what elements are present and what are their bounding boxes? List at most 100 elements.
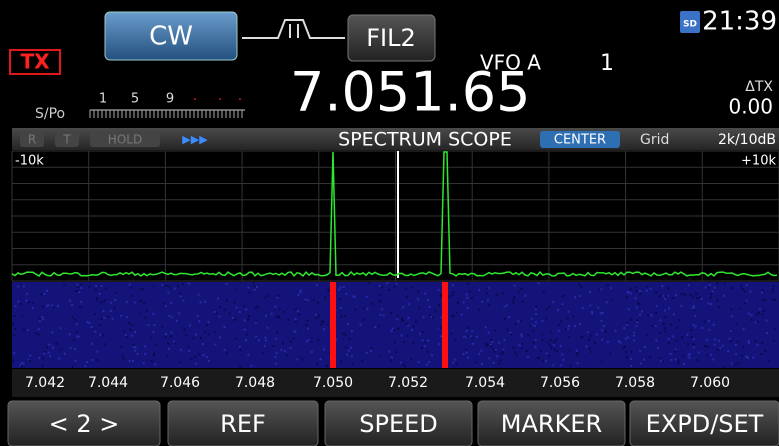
noise-dot [440, 316, 443, 319]
noise-dot [225, 352, 228, 355]
noise-dot [730, 362, 733, 365]
frequency-label: 7.044 [88, 375, 128, 391]
noise-dot [98, 324, 101, 327]
noise-dot [320, 320, 323, 323]
noise-dot [762, 299, 765, 302]
noise-dot [362, 307, 365, 310]
noise-dot [95, 298, 98, 301]
soft-key[interactable] [477, 400, 626, 446]
noise-dot [576, 353, 579, 356]
noise-dot [498, 362, 501, 365]
noise-dot [78, 291, 81, 294]
noise-dot [281, 342, 284, 345]
vfo-label: VFO A [480, 51, 541, 75]
noise-dot [304, 298, 307, 301]
noise-dot [420, 347, 423, 350]
noise-dot [548, 305, 551, 308]
noise-dot [153, 324, 156, 327]
noise-dot [512, 302, 515, 305]
noise-dot [362, 318, 365, 321]
meter-scale: 5 [131, 92, 139, 107]
noise-dot [452, 361, 455, 364]
noise-dot [96, 350, 99, 353]
noise-dot [100, 317, 103, 320]
noise-dot [239, 348, 242, 351]
noise-dot [278, 308, 281, 311]
noise-dot [369, 349, 372, 352]
noise-dot [351, 363, 354, 366]
noise-dot [730, 308, 733, 311]
noise-dot [63, 284, 66, 287]
noise-dot [500, 352, 503, 355]
noise-dot [466, 335, 469, 338]
noise-dot [167, 291, 170, 294]
clock: 21:39 [702, 7, 777, 37]
soft-key[interactable] [629, 400, 779, 446]
soft-key[interactable] [324, 400, 473, 446]
noise-dot [675, 339, 678, 342]
noise-dot [38, 317, 41, 320]
noise-dot [589, 304, 592, 307]
noise-dot [566, 317, 569, 320]
filter-button[interactable] [347, 14, 436, 62]
noise-dot [407, 317, 410, 320]
noise-dot [43, 350, 46, 353]
delta-tx-label: ΔTX [745, 79, 773, 95]
noise-dot [275, 315, 278, 318]
noise-dot [253, 288, 256, 291]
noise-dot [47, 351, 50, 354]
mode-button[interactable] [104, 11, 238, 61]
noise-dot [298, 357, 301, 360]
noise-dot [487, 343, 490, 346]
noise-dot [51, 304, 54, 307]
noise-dot [41, 305, 44, 308]
noise-dot [539, 349, 542, 352]
noise-dot [664, 316, 667, 319]
noise-dot [692, 305, 695, 308]
noise-dot [521, 300, 524, 303]
noise-dot [485, 342, 488, 345]
noise-dot [133, 349, 136, 352]
noise-dot [610, 287, 613, 290]
noise-dot [718, 347, 721, 350]
noise-dot [177, 312, 180, 315]
noise-dot [548, 344, 551, 347]
noise-dot [86, 360, 89, 363]
noise-dot [711, 290, 714, 293]
soft-key[interactable] [7, 400, 161, 446]
noise-dot [393, 286, 396, 289]
noise-dot [400, 319, 403, 322]
span-label: 2k/10dB [718, 132, 776, 148]
noise-dot [243, 328, 246, 331]
noise-dot [674, 358, 677, 361]
noise-dot [735, 322, 738, 325]
noise-dot [173, 342, 176, 345]
noise-dot [491, 341, 494, 344]
noise-dot [418, 307, 421, 310]
noise-dot [709, 353, 712, 356]
noise-dot [431, 316, 434, 319]
noise-dot [27, 300, 30, 303]
noise-dot [228, 312, 231, 315]
noise-dot [339, 306, 342, 309]
noise-dot [361, 359, 364, 362]
noise-dot [681, 336, 684, 339]
noise-dot [713, 343, 716, 346]
waterfall [12, 282, 779, 368]
noise-dot [427, 339, 430, 342]
noise-dot [754, 321, 757, 324]
noise-dot [704, 345, 707, 348]
soft-key-label: MARKER [501, 410, 602, 438]
noise-dot [636, 321, 639, 324]
soft-key[interactable] [167, 400, 319, 446]
span-right: +10k [741, 154, 776, 169]
noise-dot [499, 359, 502, 362]
noise-dot [746, 355, 749, 358]
noise-dot [74, 290, 77, 293]
noise-dot [555, 338, 558, 341]
noise-dot [524, 294, 527, 297]
noise-dot [12, 323, 15, 326]
noise-dot [95, 285, 98, 288]
noise-dot [263, 345, 266, 348]
noise-dot [280, 348, 283, 351]
